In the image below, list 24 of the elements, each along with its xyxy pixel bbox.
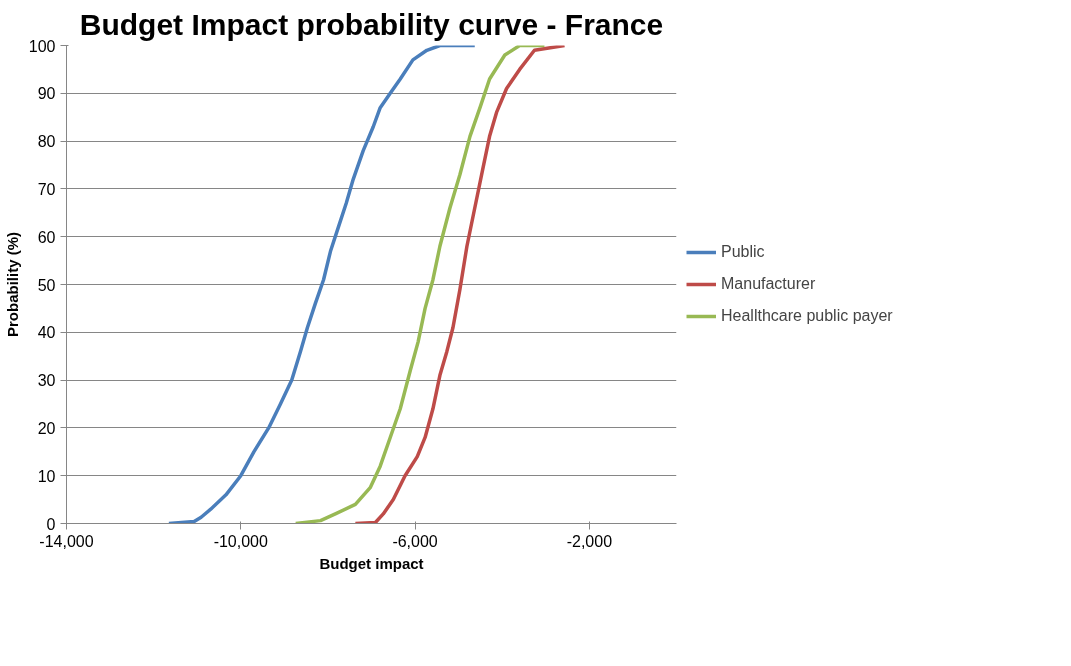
y-tick-label: 50 <box>37 276 56 294</box>
y-tick-label: 20 <box>37 419 56 437</box>
y-tick-label: 80 <box>37 133 56 151</box>
y-tick-label: 30 <box>37 372 56 390</box>
x-tick-label: -10,000 <box>213 532 269 550</box>
x-tick-label: -14,000 <box>39 532 94 550</box>
y-axis-title: Probability (%) <box>3 231 21 337</box>
x-tick-label: -6,000 <box>392 532 438 550</box>
y-tick-label: 40 <box>37 324 56 342</box>
y-tick-label: 10 <box>37 467 56 485</box>
chart-title: Budget Impact probability curve - France <box>79 7 664 41</box>
x-tick-label: -2,000 <box>566 532 613 550</box>
line-series <box>353 45 567 524</box>
y-tick-label: 90 <box>37 85 56 103</box>
y-tick-label: 70 <box>37 180 56 198</box>
legend-label: Manufacturer <box>721 275 816 293</box>
legend-label: Heallthcare public payer <box>721 307 893 325</box>
line-series <box>167 45 477 524</box>
legend-label: Public <box>721 243 765 261</box>
y-tick-label: 100 <box>28 37 56 55</box>
line-series <box>293 45 547 524</box>
y-tick-label: 0 <box>46 515 56 533</box>
x-axis-title: Budget impact <box>319 554 424 572</box>
y-tick-label: 60 <box>37 228 56 246</box>
